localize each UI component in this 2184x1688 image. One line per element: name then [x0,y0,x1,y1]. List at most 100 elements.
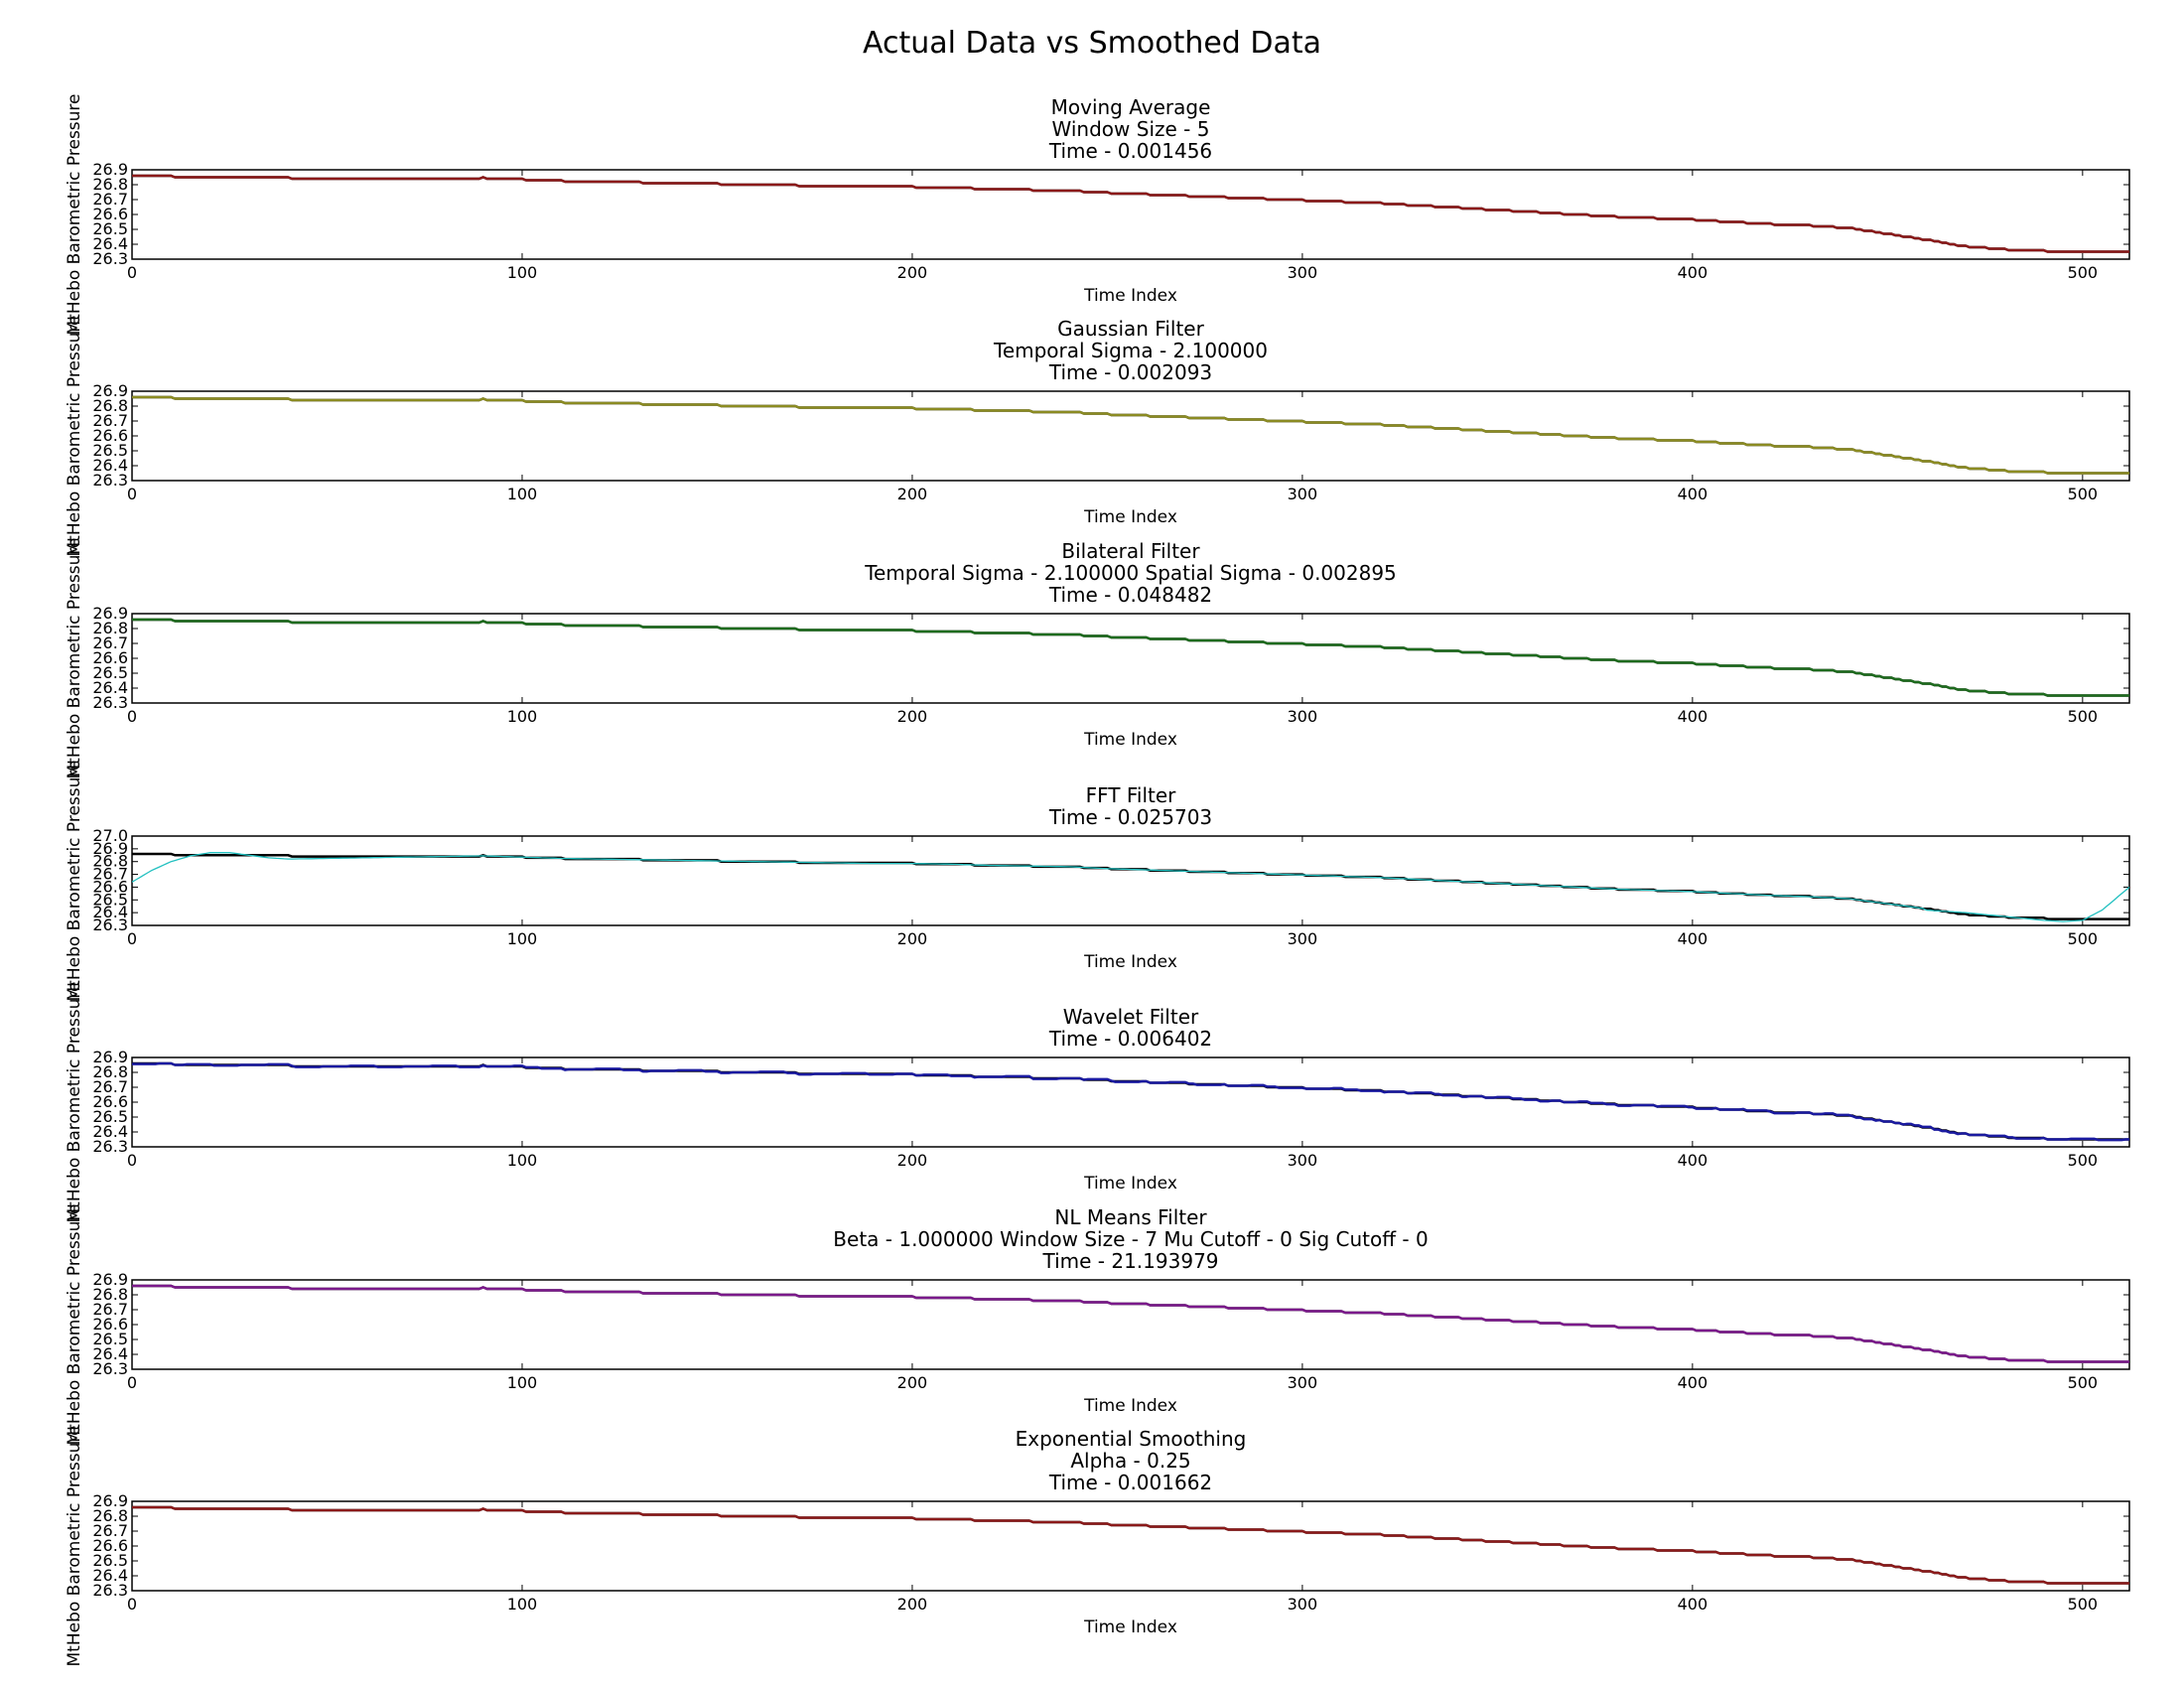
x-tick-label: 400 [1678,1373,1708,1392]
y-tick-label: 26.8 [92,852,128,871]
chart-title-line: Time - 0.002093 [1048,360,1212,384]
x-tick-label: 500 [2068,485,2099,503]
y-tick-label: 26.9 [92,839,128,858]
plot-frame [131,1056,2130,1148]
y-tick-label: 26.7 [92,411,128,430]
x-tick-label: 400 [1678,1595,1708,1614]
y-tick-label: 26.9 [92,1048,128,1066]
y-tick-label: 26.5 [92,441,128,460]
x-tick-label: 0 [127,1595,137,1614]
x-tick-label: 0 [127,1373,137,1392]
x-tick-label: 300 [1288,1373,1318,1392]
chart-title-line: Time - 0.048482 [1048,583,1212,607]
y-tick-label: 26.4 [92,1566,128,1585]
chart-title-line: Wavelet Filter [1063,1005,1199,1029]
y-tick-label: 26.9 [92,604,128,623]
y-tick-label: 26.6 [92,877,128,896]
x-tick-label: 200 [897,707,928,726]
y-tick-label: 26.8 [92,1506,128,1525]
chart-title-line: Time - 0.025703 [1048,805,1212,829]
smoothed-data-line [132,1505,2129,1585]
x-axis-label: Time Index [1083,730,1177,750]
y-tick-label: 26.6 [92,648,128,667]
x-tick-label: 100 [507,929,538,948]
x-axis-label: Time Index [1083,286,1177,306]
x-tick-label: 300 [1288,707,1318,726]
x-tick-label: 500 [2068,1373,2099,1392]
y-tick-label: 26.7 [92,633,128,652]
y-tick-label: 26.7 [92,865,128,884]
chart-title-line: Time - 0.001456 [1048,139,1212,163]
x-axis-label: Time Index [1083,507,1177,527]
y-tick-label: 26.3 [92,249,128,268]
y-tick-label: 26.4 [92,1122,128,1141]
x-axis-label: Time Index [1083,952,1177,972]
x-tick-label: 100 [507,707,538,726]
smoothed-data-line [132,852,2129,922]
chart-title-line: Temporal Sigma - 2.100000 [993,339,1268,362]
chart-title-line: Gaussian Filter [1057,317,1204,341]
x-tick-label: 0 [127,1151,137,1170]
actual-data-line [132,174,2129,253]
chart-title-line: Bilateral Filter [1061,539,1200,563]
x-tick-label: 500 [2068,929,2099,948]
actual-data-line [132,852,2129,920]
y-tick-label: 26.8 [92,175,128,194]
y-tick-label: 26.8 [92,396,128,415]
x-tick-label: 100 [507,263,538,282]
y-tick-label: 26.4 [92,456,128,475]
y-axis-label: MtHebo Barometric Pressure [65,1203,84,1445]
x-tick-label: 0 [127,485,137,503]
y-tick-label: 26.5 [92,219,128,238]
y-tick-label: 26.6 [92,426,128,445]
x-tick-label: 500 [2068,1151,2099,1170]
x-tick-label: 100 [507,485,538,503]
x-axis-label: Time Index [1083,1396,1177,1416]
actual-data-line [132,1284,2129,1363]
y-tick-label: 26.6 [92,205,128,223]
y-tick-label: 26.4 [92,234,128,253]
x-tick-label: 200 [897,929,928,948]
y-tick-label: 26.5 [92,890,128,909]
chart-title-line: Exponential Smoothing [1016,1427,1247,1451]
y-tick-label: 26.5 [92,663,128,682]
x-tick-label: 300 [1288,1595,1318,1614]
y-tick-label: 26.8 [92,1285,128,1304]
chart-title-line: NL Means Filter [1054,1205,1207,1229]
y-tick-label: 26.9 [92,160,128,179]
y-tick-label: 26.6 [92,1536,128,1555]
y-axis-label: MtHebo Barometric Pressure [65,315,84,556]
chart-title-line: Temporal Sigma - 2.100000 Spatial Sigma … [864,561,1397,585]
actual-data-line [132,618,2129,697]
y-tick-label: 26.7 [92,1300,128,1319]
x-axis-label: Time Index [1083,1174,1177,1194]
y-axis-label: MtHebo Barometric Pressure [65,537,84,778]
y-tick-label: 26.8 [92,619,128,637]
x-tick-label: 100 [507,1373,538,1392]
figure-title: Actual Data vs Smoothed Data [862,26,1322,61]
y-tick-label: 26.3 [92,1581,128,1600]
y-tick-label: 26.4 [92,1344,128,1363]
y-tick-label: 26.9 [92,1491,128,1510]
x-axis-label: Time Index [1083,1618,1177,1637]
y-tick-label: 26.3 [92,693,128,712]
smoothed-data-line [132,1284,2129,1363]
y-axis-label: MtHebo Barometric Pressure [65,760,84,1001]
smoothed-data-line [132,1061,2129,1142]
y-tick-label: 26.3 [92,915,128,934]
chart-title-line: Beta - 1.000000 Window Size - 7 Mu Cutof… [833,1227,1428,1251]
x-tick-label: 400 [1678,1151,1708,1170]
actual-data-line [132,1061,2129,1141]
chart-title-line: Alpha - 0.25 [1070,1449,1190,1473]
plot-frame [131,835,2130,926]
x-tick-label: 500 [2068,263,2099,282]
y-tick-label: 26.8 [92,1062,128,1081]
chart-title-line: Time - 0.006402 [1048,1027,1212,1051]
x-tick-label: 200 [897,1151,928,1170]
